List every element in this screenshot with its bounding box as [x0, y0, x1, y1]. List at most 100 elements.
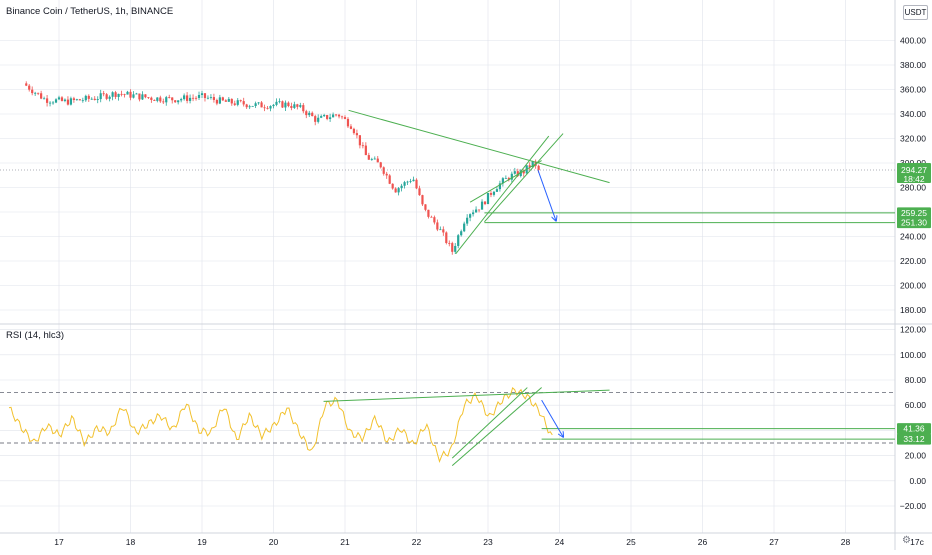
candle-body	[69, 98, 73, 105]
candle-body	[105, 94, 108, 99]
rsi-level-badge-bg	[897, 433, 931, 445]
candle-body	[397, 188, 400, 193]
candle-body	[96, 99, 99, 101]
price-trendline	[469, 160, 542, 203]
candle-body	[337, 114, 341, 117]
candle-body	[200, 93, 204, 95]
candle-body	[305, 111, 308, 116]
price-level-badge-bg	[897, 217, 931, 229]
rsi-level-badge: 33.12	[903, 434, 925, 444]
candle-body	[126, 91, 129, 95]
candle-body	[206, 97, 210, 99]
candle-body	[159, 97, 162, 102]
price-axis-tick: 400.00	[900, 36, 926, 46]
candle-body	[427, 209, 430, 217]
candle-body	[296, 104, 299, 107]
candle-body	[436, 222, 439, 230]
candle-body	[266, 107, 269, 109]
candle-body	[93, 98, 96, 101]
candle-body	[355, 133, 359, 136]
candle-body	[418, 188, 421, 196]
candle-body	[183, 95, 186, 100]
candle-body	[114, 92, 117, 97]
candle-body	[334, 114, 338, 116]
candle-body	[31, 89, 34, 94]
candle-body	[63, 99, 67, 101]
candle-body	[385, 173, 388, 176]
candle-body	[34, 92, 37, 94]
candle-body	[537, 165, 540, 170]
candle-body	[221, 97, 224, 101]
candle-body	[472, 212, 475, 215]
price-axis-tick: 360.00	[900, 85, 926, 95]
time-axis-label: 21	[340, 537, 350, 547]
candle-body	[141, 94, 144, 100]
last-price-badge: 18:42	[903, 174, 925, 184]
time-axis-label: 17	[54, 537, 64, 547]
rsi-trendline	[323, 389, 610, 402]
price-trendline	[455, 135, 550, 254]
candle-body	[498, 183, 502, 190]
candle-body	[504, 178, 507, 179]
candle-body	[144, 94, 147, 98]
candle-body	[84, 95, 87, 101]
candle-body	[197, 94, 201, 98]
candle-body	[212, 97, 216, 100]
candle-body	[60, 97, 64, 101]
candle-body	[376, 158, 379, 163]
rsi-line	[8, 387, 553, 463]
candle-body	[275, 101, 278, 105]
candle-body	[358, 135, 361, 146]
settings-icon[interactable]: ⚙	[902, 535, 911, 546]
price-projection-arrow	[537, 170, 556, 220]
candle-body	[439, 229, 442, 231]
candle-body	[108, 96, 111, 99]
candle-body	[323, 115, 326, 117]
candle-body	[132, 94, 135, 98]
candle-body	[510, 173, 513, 180]
time-axis-label: 26	[698, 537, 708, 547]
candle-body	[477, 209, 481, 211]
candle-body	[224, 100, 227, 102]
candle-body	[331, 114, 335, 118]
candle-body	[147, 97, 150, 99]
candle-body	[460, 231, 463, 236]
candle-body	[278, 101, 281, 103]
candle-body	[448, 242, 451, 244]
candle-body	[37, 92, 40, 94]
candle-body	[272, 104, 275, 107]
time-axis-label: 24	[555, 537, 565, 547]
candle-body	[457, 235, 460, 246]
candle-body	[299, 105, 302, 107]
candle-body	[415, 179, 418, 189]
candle-body	[269, 106, 272, 109]
candle-body	[236, 100, 239, 105]
candle-body	[180, 99, 183, 101]
candle-body	[245, 104, 248, 108]
candle-body	[117, 93, 120, 97]
candle-body	[430, 216, 433, 218]
candle-body	[218, 97, 221, 104]
price-trendline	[348, 109, 610, 184]
candle-body	[215, 99, 218, 104]
price-axis-tick: 280.00	[900, 183, 926, 193]
candle-body	[486, 193, 490, 205]
candle-body	[433, 217, 436, 223]
candle-body	[373, 158, 376, 160]
candle-body	[162, 101, 165, 103]
currency-button[interactable]: USDT	[903, 5, 928, 20]
rsi-title: RSI (14, hlc3)	[6, 330, 65, 341]
rsi-axis-tick: 0.00	[909, 476, 926, 486]
candle-body	[81, 100, 84, 102]
candle-body	[343, 117, 347, 119]
candle-body	[370, 159, 373, 160]
candle-body	[516, 171, 519, 177]
candle-body	[191, 97, 195, 99]
candle-body	[454, 245, 457, 252]
candle-body	[308, 112, 311, 116]
candle-body	[391, 183, 394, 189]
time-axis-label: 28	[841, 537, 851, 547]
candle-body	[326, 115, 329, 119]
